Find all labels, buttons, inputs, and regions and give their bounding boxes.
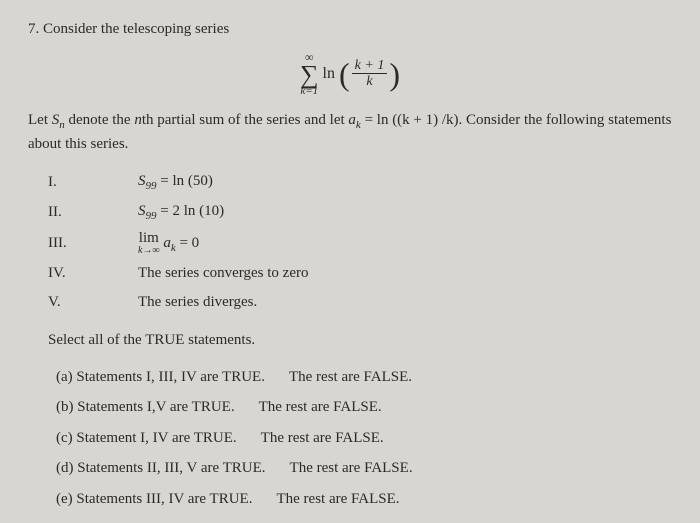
option-d: (d) Statements II, III, V are TRUE. The r… bbox=[56, 457, 672, 480]
stmt-content-II: S99 = 2 ln (10) bbox=[138, 200, 672, 225]
opt-e-rest: The rest are FALSE. bbox=[276, 491, 399, 507]
stmt-label-I: I. bbox=[48, 171, 138, 194]
opt-d-label: (d) bbox=[56, 460, 74, 476]
stmt-content-I: S99 = ln (50) bbox=[138, 170, 672, 195]
problem-number: 7. bbox=[28, 21, 39, 37]
opt-a-text: Statements I, III, IV are TRUE. bbox=[73, 369, 265, 385]
stmt-label-V: V. bbox=[48, 291, 138, 314]
sII-eq: = 2 ln (10) bbox=[157, 203, 225, 219]
statement-IV: IV. The series converges to zero bbox=[48, 262, 672, 285]
ctx2: denote the bbox=[65, 112, 135, 128]
stmt-label-IV: IV. bbox=[48, 262, 138, 285]
opt-a-rest: The rest are FALSE. bbox=[289, 369, 412, 385]
opt-e-text: Statements III, IV are TRUE. bbox=[73, 491, 253, 507]
stmt-label-III: III. bbox=[48, 232, 138, 255]
sIII-eq: = 0 bbox=[176, 235, 199, 251]
left-paren: ( bbox=[339, 56, 350, 92]
sigma-symbol: ∑ bbox=[300, 63, 319, 86]
sI-eq: = ln (50) bbox=[157, 173, 213, 189]
frac-numerator: k + 1 bbox=[352, 58, 388, 74]
opt-c-label: (c) bbox=[56, 430, 73, 446]
statements-list: I. S99 = ln (50) II. S99 = 2 ln (10) III… bbox=[48, 170, 672, 313]
opt-d-rest: The rest are FALSE. bbox=[290, 460, 413, 476]
statement-I: I. S99 = ln (50) bbox=[48, 170, 672, 195]
options-list: (a) Statements I, III, IV are TRUE. The r… bbox=[56, 366, 672, 511]
opt-b-label: (b) bbox=[56, 399, 74, 415]
option-b: (b) Statements I,V are TRUE. The rest are… bbox=[56, 396, 672, 419]
select-instruction: Select all of the TRUE statements. bbox=[48, 329, 672, 352]
opt-c-rest: The rest are FALSE. bbox=[261, 430, 384, 446]
ctx-ak: a bbox=[348, 112, 356, 128]
sI-lhs: S bbox=[138, 173, 146, 189]
stmt-content-V: The series diverges. bbox=[138, 291, 672, 314]
ctx4: = ln ((k + 1) /k) bbox=[361, 112, 459, 128]
option-c: (c) Statement I, IV are TRUE. The rest ar… bbox=[56, 427, 672, 450]
opt-e-label: (e) bbox=[56, 491, 73, 507]
opt-a-label: (a) bbox=[56, 369, 73, 385]
problem-intro: 7. Consider the telescoping series bbox=[28, 18, 672, 41]
ctx1: Let bbox=[28, 112, 52, 128]
intro-text: Consider the telescoping series bbox=[43, 21, 229, 37]
fraction: k + 1 k bbox=[352, 58, 388, 90]
ln-label: ln bbox=[323, 64, 335, 81]
lim-bot: k→∞ bbox=[138, 246, 160, 256]
sII-lhs: S bbox=[138, 203, 146, 219]
statement-II: II. S99 = 2 ln (10) bbox=[48, 200, 672, 225]
sI-sub: 99 bbox=[146, 180, 157, 192]
frac-denominator: k bbox=[363, 74, 375, 89]
lim-top: lim bbox=[139, 231, 159, 246]
right-paren: ) bbox=[389, 56, 400, 92]
stmt-label-II: II. bbox=[48, 201, 138, 224]
opt-b-text: Statements I,V are TRUE. bbox=[74, 399, 235, 415]
series-formula: ∞ ∑ k=1 ln ( k + 1 k ) bbox=[28, 51, 672, 97]
sIII-ak: a bbox=[160, 235, 171, 251]
sigma-lower: k=1 bbox=[300, 86, 318, 97]
statement-V: V. The series diverges. bbox=[48, 291, 672, 314]
opt-b-rest: The rest are FALSE. bbox=[259, 399, 382, 415]
option-e: (e) Statements III, IV are TRUE. The rest… bbox=[56, 488, 672, 511]
opt-d-text: Statements II, III, V are TRUE. bbox=[74, 460, 266, 476]
stmt-content-IV: The series converges to zero bbox=[138, 262, 672, 285]
sII-sub: 99 bbox=[146, 210, 157, 222]
lim-block: lim k→∞ bbox=[138, 231, 160, 256]
stmt-content-III: lim k→∞ ak = 0 bbox=[138, 231, 672, 256]
ctx-nth: n bbox=[134, 112, 142, 128]
context-text: Let Sn denote the nth partial sum of the… bbox=[28, 109, 672, 156]
option-a: (a) Statements I, III, IV are TRUE. The r… bbox=[56, 366, 672, 389]
opt-c-text: Statement I, IV are TRUE. bbox=[73, 430, 237, 446]
ctx3: th partial sum of the series and let bbox=[142, 112, 349, 128]
statement-III: III. lim k→∞ ak = 0 bbox=[48, 231, 672, 256]
sigma-block: ∞ ∑ k=1 bbox=[300, 51, 319, 97]
